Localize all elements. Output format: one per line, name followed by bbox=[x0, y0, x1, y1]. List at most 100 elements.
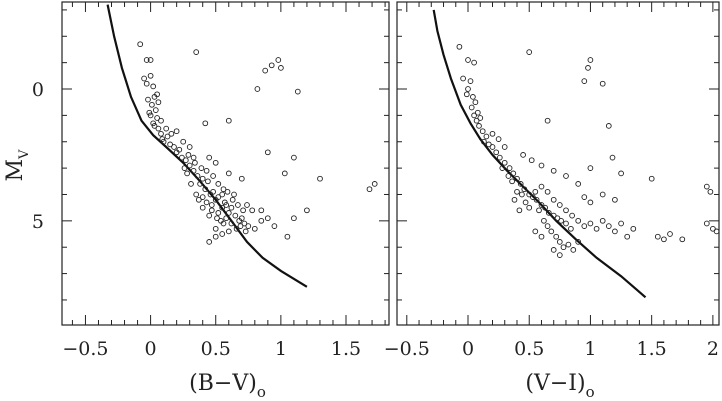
data-point bbox=[145, 96, 151, 103]
data-point bbox=[203, 167, 210, 174]
x-tick-label: −0.5 bbox=[62, 338, 108, 360]
data-point bbox=[205, 178, 211, 185]
data-point bbox=[501, 159, 508, 166]
data-point bbox=[271, 223, 278, 229]
data-point bbox=[679, 236, 686, 243]
data-point bbox=[519, 191, 525, 198]
data-point bbox=[199, 194, 206, 200]
data-point bbox=[220, 220, 227, 227]
data-point bbox=[147, 57, 154, 63]
data-point bbox=[479, 128, 486, 135]
x-tick-label: 1 bbox=[275, 338, 287, 360]
data-point bbox=[268, 62, 275, 69]
x-tick-label: 1.5 bbox=[331, 338, 361, 360]
data-point bbox=[304, 207, 310, 214]
data-point bbox=[544, 188, 551, 195]
data-point bbox=[184, 170, 190, 177]
vi-panel: −0.5 0 0.5 1 1.5 2 (V−I)o bbox=[384, 1, 720, 401]
data-point bbox=[648, 175, 655, 182]
data-point bbox=[581, 194, 588, 200]
data-point bbox=[141, 75, 147, 82]
data-point bbox=[521, 186, 528, 193]
data-point bbox=[224, 188, 231, 195]
data-point bbox=[563, 207, 569, 214]
data-point bbox=[146, 109, 153, 116]
data-point bbox=[553, 233, 560, 240]
data-point bbox=[556, 202, 563, 208]
data-point bbox=[225, 210, 232, 216]
data-point bbox=[219, 204, 226, 211]
data-point bbox=[509, 178, 515, 185]
data-point bbox=[496, 154, 503, 161]
data-point bbox=[560, 244, 567, 251]
data-point bbox=[199, 204, 206, 211]
data-point bbox=[171, 144, 177, 150]
plot-frame bbox=[396, 1, 720, 326]
data-point bbox=[528, 157, 535, 164]
data-point bbox=[473, 117, 480, 124]
data-point bbox=[489, 144, 496, 150]
data-point bbox=[472, 99, 479, 106]
data-point bbox=[158, 117, 164, 124]
data-point bbox=[511, 196, 518, 203]
data-point bbox=[460, 75, 466, 82]
data-point bbox=[470, 94, 476, 100]
data-point bbox=[612, 228, 618, 235]
data-point bbox=[208, 202, 215, 208]
data-point bbox=[143, 80, 150, 87]
data-point bbox=[150, 83, 157, 90]
data-point bbox=[563, 173, 569, 179]
data-point bbox=[581, 223, 588, 229]
data-point bbox=[536, 207, 542, 214]
data-point bbox=[190, 154, 197, 161]
data-point bbox=[164, 133, 171, 140]
data-point bbox=[505, 173, 512, 179]
data-point bbox=[554, 215, 561, 222]
data-point bbox=[471, 112, 477, 119]
data-point bbox=[182, 157, 189, 164]
data-point bbox=[242, 228, 249, 235]
x-tick-label: 0.5 bbox=[201, 338, 231, 360]
data-point bbox=[294, 88, 301, 95]
data-point bbox=[483, 133, 490, 140]
data-point bbox=[291, 154, 297, 161]
data-point bbox=[463, 91, 470, 98]
x-tick-label: 0 bbox=[145, 338, 157, 360]
data-point bbox=[206, 239, 213, 245]
data-point bbox=[366, 186, 373, 193]
data-point bbox=[575, 181, 582, 187]
x-tick-label: 2 bbox=[707, 338, 719, 360]
data-point bbox=[517, 181, 524, 187]
data-point bbox=[485, 141, 492, 148]
data-point bbox=[186, 144, 193, 150]
data-point bbox=[173, 128, 180, 135]
data-point bbox=[198, 165, 205, 171]
data-point bbox=[168, 130, 175, 137]
data-point bbox=[599, 80, 606, 87]
data-point bbox=[152, 107, 159, 113]
data-point bbox=[190, 167, 197, 174]
bv-panel: −0.5 0 0.5 1 1.5 0 5 (B−V)o MV bbox=[3, 1, 390, 401]
data-point bbox=[254, 86, 261, 92]
data-point bbox=[244, 202, 250, 208]
data-point bbox=[291, 215, 297, 222]
data-point bbox=[231, 191, 237, 198]
data-point bbox=[520, 152, 526, 158]
data-point bbox=[593, 225, 600, 232]
data-point bbox=[214, 215, 220, 222]
x-tick-label: 1 bbox=[584, 338, 596, 360]
data-point bbox=[228, 220, 235, 227]
data-point bbox=[465, 57, 471, 63]
data-point bbox=[215, 194, 222, 200]
data-point bbox=[233, 225, 240, 232]
data-point bbox=[185, 152, 192, 158]
data-point bbox=[532, 228, 539, 235]
data-point bbox=[703, 183, 710, 190]
data-point bbox=[264, 215, 271, 222]
plot-frame bbox=[61, 1, 390, 326]
data-point bbox=[599, 191, 606, 198]
data-point bbox=[581, 78, 588, 84]
data-point bbox=[147, 112, 154, 119]
data-point bbox=[154, 115, 160, 121]
data-point bbox=[219, 231, 226, 237]
